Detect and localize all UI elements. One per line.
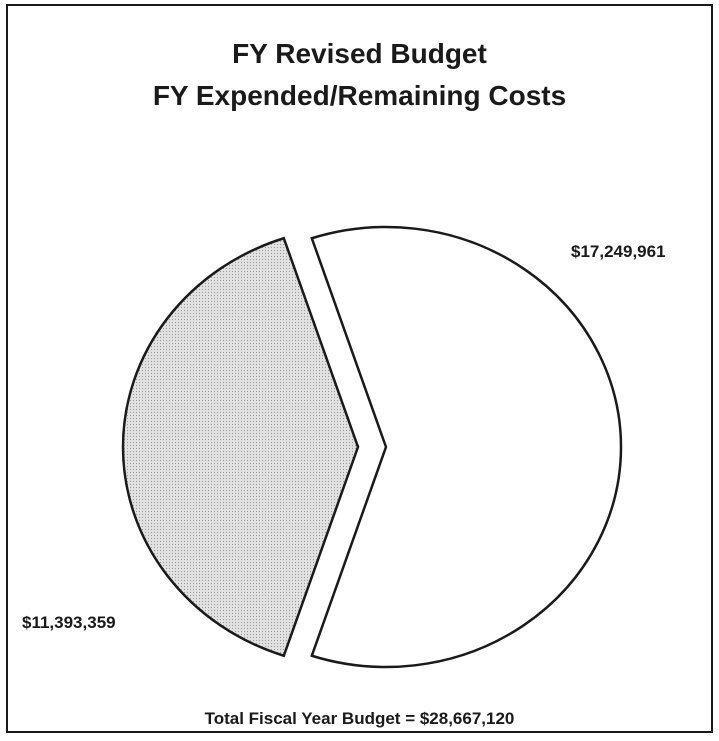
chart-subtitle: FY Expended/Remaining Costs [152, 80, 567, 111]
pie-slice-remaining [310, 225, 623, 669]
slice-label-expended: $11,393,359 [22, 613, 116, 632]
pie-slice-expended [121, 236, 360, 658]
chart-title: FY Revised Budget [232, 38, 487, 69]
slice-label-remaining: $17,249,961 [571, 242, 666, 261]
total-budget-footer: Total Fiscal Year Budget = $28,667,120 [204, 709, 515, 728]
